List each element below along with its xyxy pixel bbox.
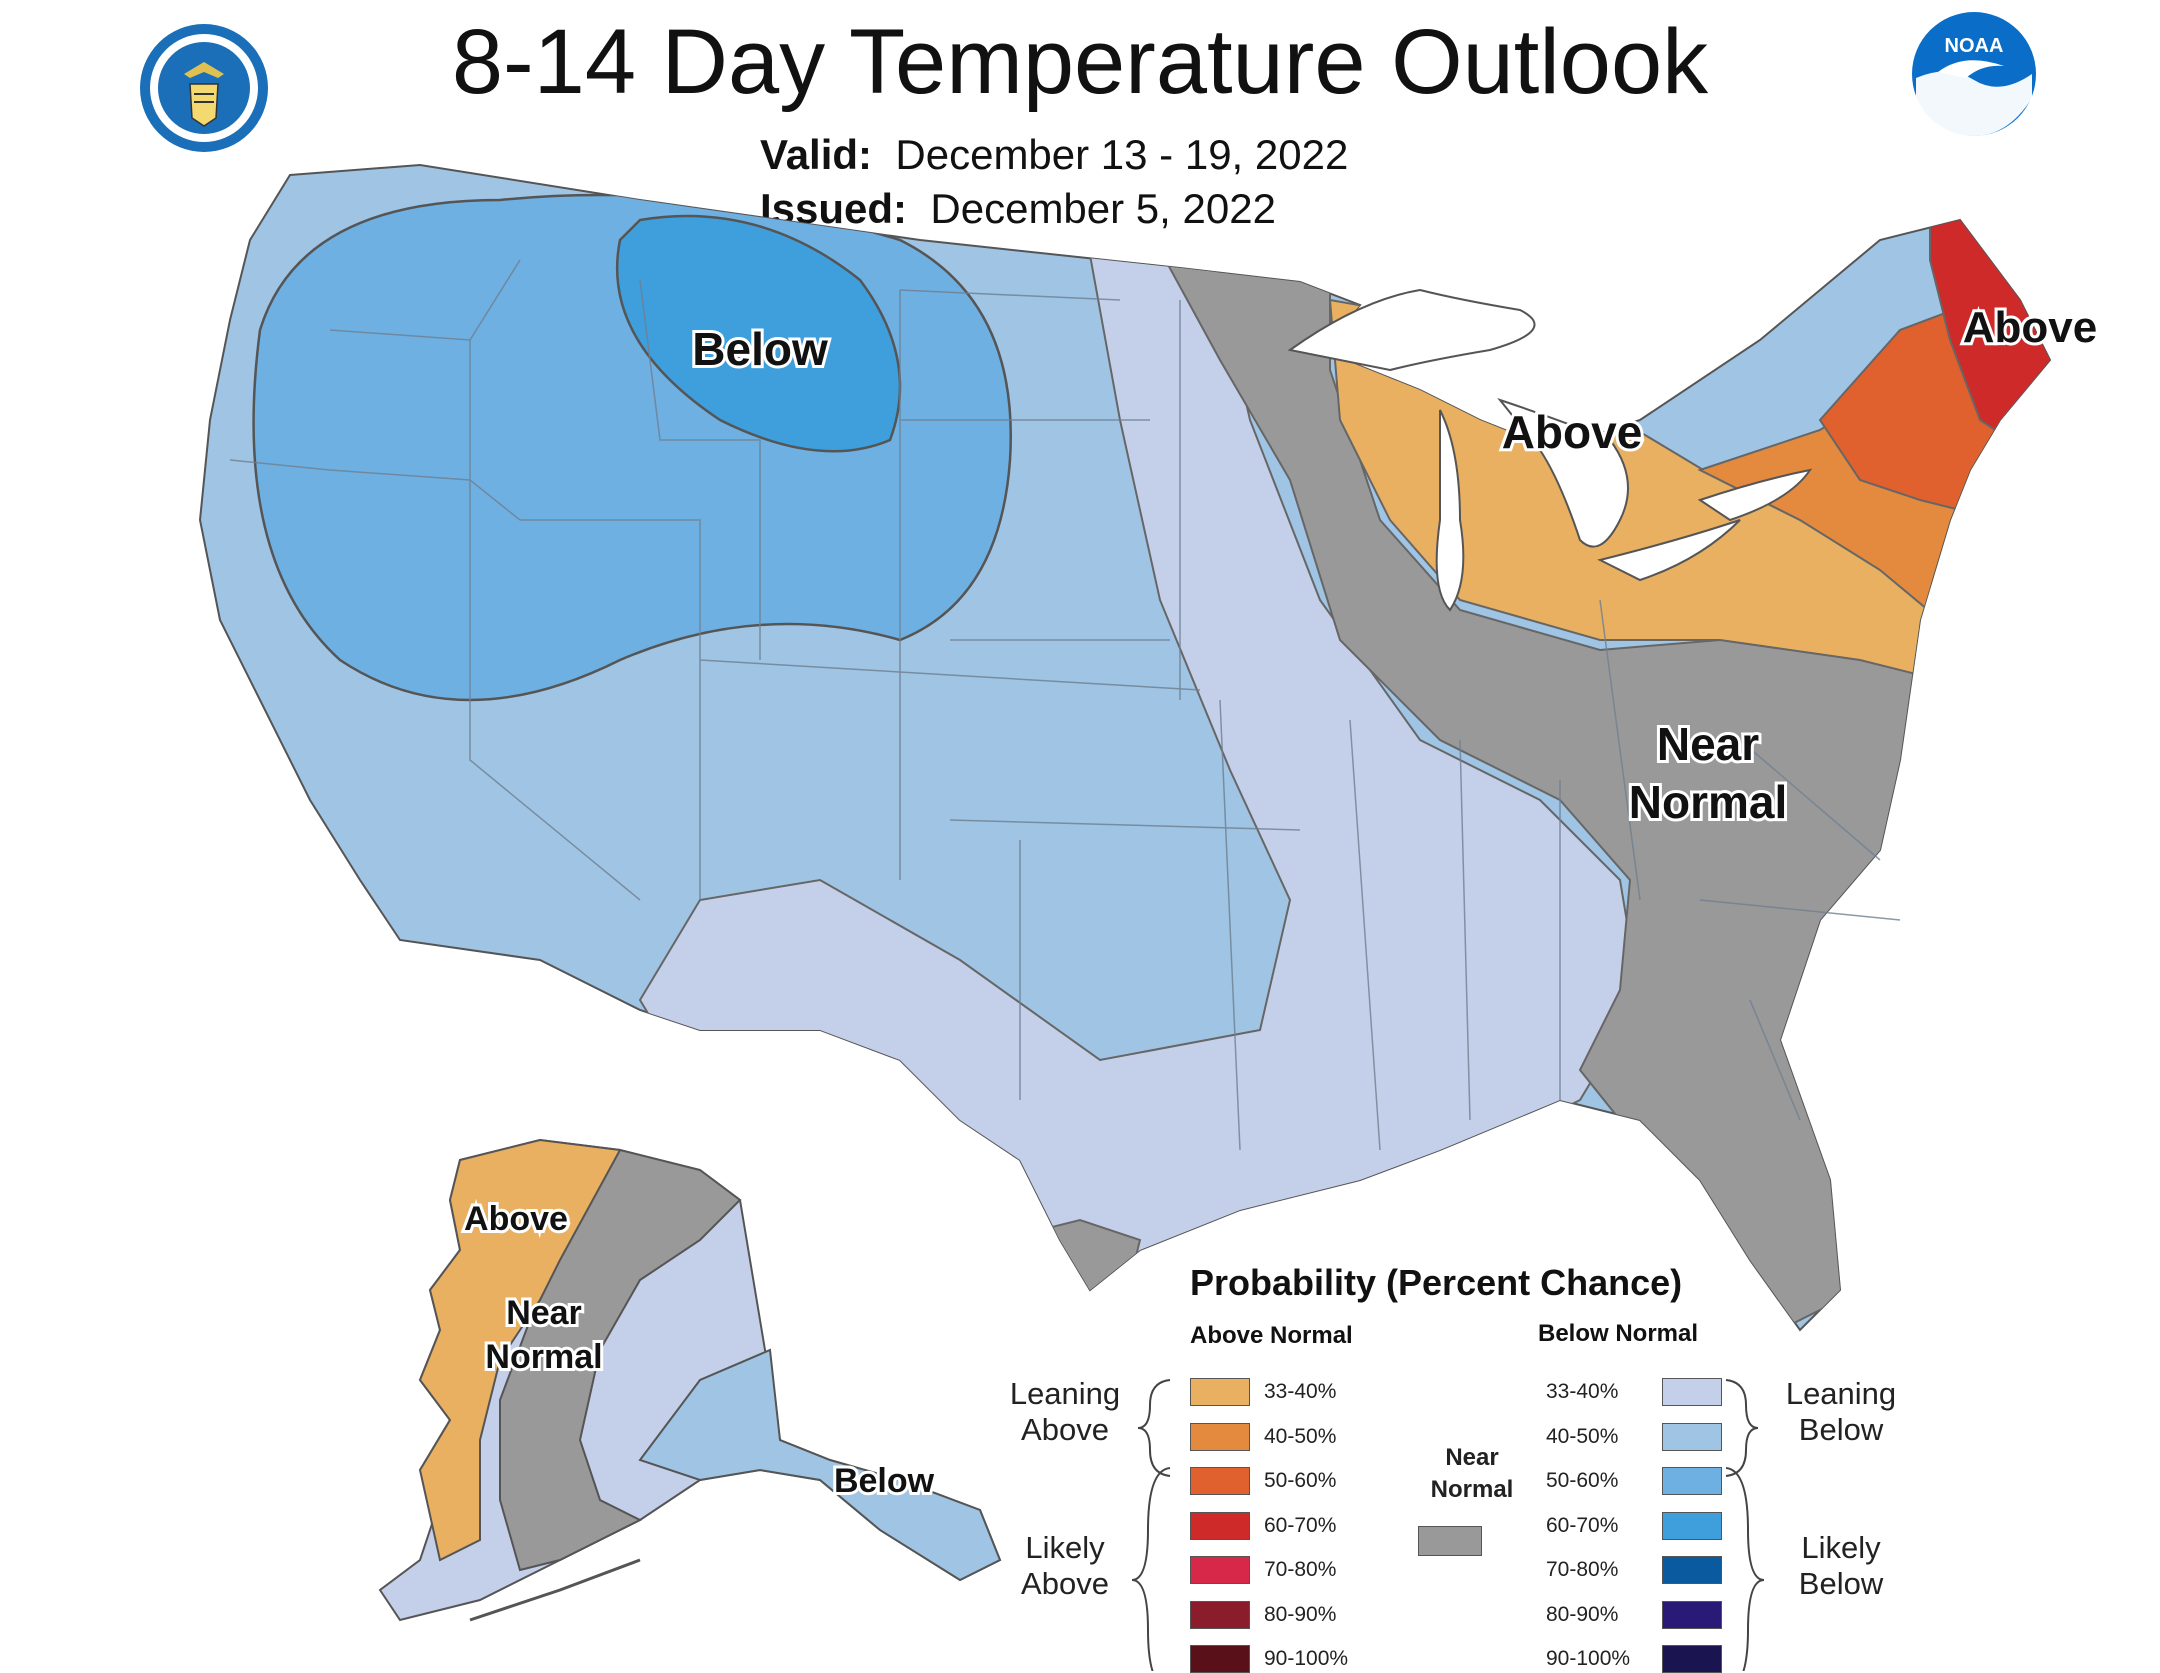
above-swatch-6 xyxy=(1190,1645,1250,1673)
above-range-3: 60-70% xyxy=(1264,1513,1337,1537)
noaa-logo-icon: NOAA xyxy=(1912,12,2036,136)
below-range-3: 60-70% xyxy=(1546,1513,1619,1537)
below-swatch-1 xyxy=(1662,1422,1722,1451)
legend-above-header: Above Normal xyxy=(1190,1322,1353,1349)
legend-near-normal-label: Near Normal xyxy=(1412,1442,1532,1506)
label-below-northwest: Below xyxy=(692,323,828,375)
below-swatch-4 xyxy=(1662,1556,1722,1584)
region-near-normal-texas xyxy=(998,1218,1142,1321)
great-lakes xyxy=(1287,288,1813,612)
below-range-0: 33-40% xyxy=(1546,1380,1619,1403)
legend-leaning-above-1: Leaning xyxy=(1009,1376,1121,1411)
valid-label: Valid: xyxy=(760,131,873,178)
below-swatch-2 xyxy=(1662,1467,1722,1495)
legend-leaning-below-1: Leaning xyxy=(1785,1376,1897,1411)
alaska xyxy=(378,1138,1002,1622)
above-range-0: 33-40% xyxy=(1264,1380,1337,1403)
below-range-6: 90-100% xyxy=(1546,1647,1631,1670)
legend-near-1: Near xyxy=(1445,1444,1499,1471)
legend-leaning-above-2: Above xyxy=(1021,1412,1109,1447)
label-alaska-near-2: Normal xyxy=(485,1338,602,1376)
above-range-5: 80-90% xyxy=(1264,1602,1337,1626)
above-swatch-2 xyxy=(1190,1467,1250,1495)
legend-leaning-below: Leaning Below xyxy=(1766,1376,1916,1448)
legend-near-swatch xyxy=(1418,1526,1482,1556)
label-near-normal-east-2: Normal xyxy=(1629,776,1787,828)
legend-leaning-above: Leaning Above xyxy=(1000,1376,1130,1448)
state-boundaries xyxy=(229,259,1901,1151)
above-range-6: 90-100% xyxy=(1264,1647,1349,1670)
above-swatch-1 xyxy=(1190,1422,1250,1451)
legend-likely-below-2: Below xyxy=(1798,1566,1884,1601)
page-title: 8-14 Day Temperature Outlook xyxy=(451,11,1709,113)
legend-likely-above-2: Above xyxy=(1021,1566,1109,1601)
below-swatch-5 xyxy=(1662,1600,1722,1629)
above-swatch-0 xyxy=(1190,1378,1250,1406)
legend-below-header: Below Normal xyxy=(1538,1320,1699,1347)
legend-brackets xyxy=(1131,1379,1765,1671)
below-range-2: 50-60% xyxy=(1546,1469,1619,1492)
below-range-1: 40-50% xyxy=(1546,1424,1619,1448)
above-swatch-3 xyxy=(1190,1511,1250,1540)
legend-likely-below: Likely Below xyxy=(1766,1530,1916,1602)
legend-leaning-below-2: Below xyxy=(1798,1412,1884,1447)
below-swatch-3 xyxy=(1662,1511,1722,1540)
below-range-5: 80-90% xyxy=(1546,1602,1619,1626)
legend-likely-below-1: Likely xyxy=(1801,1530,1881,1565)
issued-value: December 5, 2022 xyxy=(930,185,1276,232)
below-swatch-6 xyxy=(1662,1645,1722,1673)
above-range-2: 50-60% xyxy=(1264,1469,1337,1492)
below-range-4: 70-80% xyxy=(1546,1558,1619,1581)
legend-likely-above: Likely Above xyxy=(1000,1530,1130,1602)
label-alaska-near-1: Near xyxy=(506,1294,582,1332)
above-swatch-5 xyxy=(1190,1600,1250,1629)
label-near-normal-east-1: Near xyxy=(1657,718,1759,770)
commerce-seal-icon xyxy=(140,24,268,152)
legend-near-2: Normal xyxy=(1430,1476,1514,1503)
label-alaska-above: Above xyxy=(464,1200,568,1238)
above-range-1: 40-50% xyxy=(1264,1424,1337,1448)
valid-value: December 13 - 19, 2022 xyxy=(895,131,1349,178)
above-swatch-4 xyxy=(1190,1556,1250,1584)
below-swatch-0 xyxy=(1662,1378,1722,1406)
above-range-4: 70-80% xyxy=(1264,1558,1337,1581)
label-above-great-lakes: Above xyxy=(1502,406,1643,458)
label-alaska-below: Below xyxy=(834,1462,935,1500)
legend-title: Probability (Percent Chance) xyxy=(1190,1262,1683,1303)
legend-likely-above-1: Likely xyxy=(1025,1530,1105,1565)
label-above-northeast: Above xyxy=(1963,303,2097,352)
region-below-60 xyxy=(615,214,902,453)
validity-block: Valid: December 13 - 19, 2022 Issued: De… xyxy=(760,128,1348,236)
svg-text:NOAA: NOAA xyxy=(1945,35,2004,57)
